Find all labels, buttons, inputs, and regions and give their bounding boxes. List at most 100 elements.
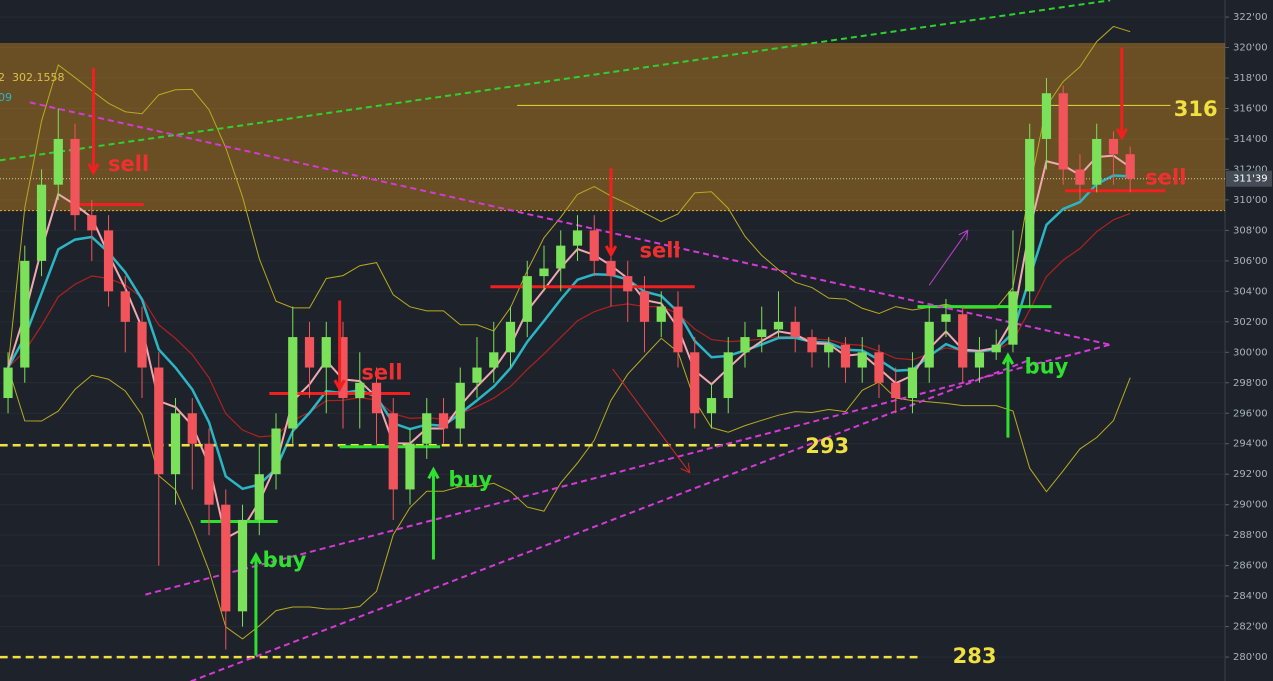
arrow-head (1115, 127, 1128, 141)
candle-body (1058, 93, 1068, 170)
ema-slow (7, 212, 1131, 438)
annotation: 293 (805, 434, 849, 458)
arrow-head (427, 466, 440, 480)
candle-body (773, 321, 784, 330)
y-tick-label: 300'00 (1233, 347, 1268, 358)
candle-body (87, 215, 97, 231)
candle-body (505, 321, 516, 353)
annotation: sell (1145, 166, 1186, 190)
candle-body (556, 245, 566, 269)
candle-body (187, 413, 197, 444)
candle-body (656, 306, 666, 322)
y-tick-label: 320'00 (1233, 43, 1268, 54)
candle-body (438, 413, 449, 429)
candle-body (304, 337, 315, 368)
annotation: 316 (1174, 97, 1218, 121)
candle-body (907, 367, 918, 399)
candle-body (1041, 93, 1052, 139)
candle-body (288, 337, 298, 429)
candle-body (237, 519, 248, 612)
candle-body (1075, 169, 1085, 185)
candle-body (539, 268, 549, 277)
candle-body (355, 382, 365, 399)
annotation: buy (449, 467, 493, 491)
candle-body (706, 398, 717, 414)
y-tick-label: 304'00 (1233, 286, 1268, 297)
ema-mid (6, 174, 1131, 491)
bollinger-upper (7, 25, 1131, 368)
candle-body (974, 352, 985, 368)
annotation: 283 (953, 644, 997, 668)
candle-body (53, 138, 63, 185)
candle-body (857, 352, 867, 368)
candle-body (1125, 154, 1135, 179)
annotation: buy (263, 548, 307, 572)
annotation: sell (108, 152, 149, 176)
candle-body (338, 337, 348, 399)
candle-body (958, 314, 968, 368)
candle-body (472, 367, 482, 383)
candle-body (388, 413, 398, 490)
candle-body (522, 276, 532, 322)
arrow-head (87, 163, 100, 176)
candle-body (204, 443, 214, 505)
y-tick-label: 280'00 (1233, 652, 1268, 663)
candle-body (891, 382, 901, 399)
y-tick-label: 290'00 (1233, 500, 1268, 511)
candle-body (1108, 138, 1119, 155)
arrow-shaft (928, 230, 969, 286)
y-tick-label: 306'00 (1233, 256, 1268, 267)
y-tick-label: 314'00 (1233, 134, 1268, 145)
candle-body (673, 306, 683, 353)
arrow-shaft (612, 368, 691, 473)
trend-line (145, 343, 1111, 596)
trend-line (0, 0, 1111, 162)
y-tick-label: 284'00 (1233, 591, 1268, 602)
candle-body (489, 352, 499, 368)
candle-body (639, 291, 650, 322)
candle-body (70, 138, 80, 216)
candle-body (790, 321, 800, 338)
candle-body (757, 329, 767, 338)
y-tick-label: 308'00 (1233, 225, 1268, 236)
candle-body (991, 344, 1001, 353)
arrow-head (249, 551, 263, 565)
candle-body (36, 184, 47, 261)
candle-body (690, 352, 700, 414)
y-tick-label: 294'00 (1233, 439, 1268, 450)
trend-line (29, 101, 1111, 346)
y-tick-label: 312'00 (1233, 164, 1268, 175)
candle-body (422, 413, 432, 444)
candle-body (154, 367, 164, 475)
candle-body (1092, 138, 1102, 185)
candle-body (405, 443, 415, 490)
y-tick-label: 292'00 (1233, 469, 1268, 480)
y-tick-label: 310'00 (1233, 195, 1268, 206)
candle-body (1008, 291, 1018, 345)
candle-body (807, 337, 817, 353)
zone (0, 42, 1225, 211)
y-tick-label: 302'00 (1233, 317, 1268, 328)
candle-body (941, 314, 951, 322)
arrow-head (1001, 352, 1015, 365)
candle-body (20, 260, 30, 368)
candle-body (723, 352, 733, 399)
y-tick-label: 318'00 (1233, 73, 1268, 84)
y-tick-label: 282'00 (1233, 622, 1268, 633)
bollinger-lower (7, 337, 1131, 640)
indicator-label: 2 (0, 71, 5, 84)
indicator-label: 09 (0, 91, 12, 104)
candle-body (271, 428, 281, 475)
candle-body (103, 230, 114, 292)
arrow-head (680, 462, 691, 474)
y-tick-label: 288'00 (1233, 530, 1268, 541)
annotation: buy (1025, 355, 1069, 379)
y-tick-label: 286'00 (1233, 561, 1268, 572)
candle-body (589, 230, 599, 261)
arrow-head (958, 229, 969, 241)
candle-body (3, 367, 13, 399)
candle-body (254, 474, 264, 520)
candle-body (321, 337, 331, 368)
candle-body (874, 352, 884, 383)
